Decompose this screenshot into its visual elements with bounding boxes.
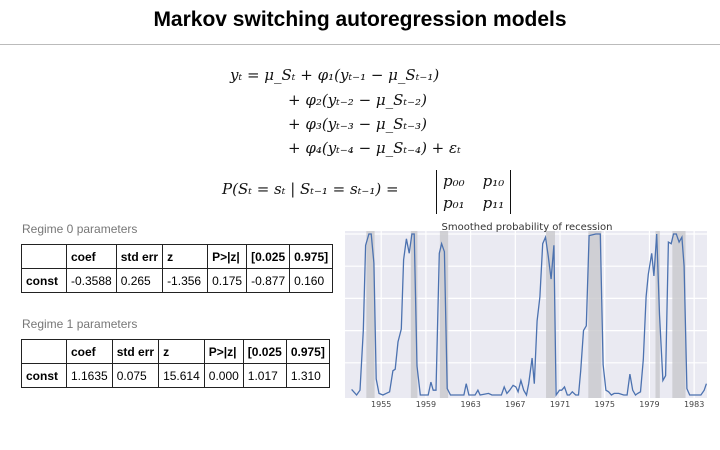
- x-tick-label: 1963: [460, 400, 480, 409]
- header-cell: [21, 339, 67, 364]
- recession-band: [439, 231, 449, 398]
- x-tick-label: 1975: [595, 400, 615, 409]
- recession-band: [366, 231, 375, 398]
- matrix-cell: p₁₁: [482, 194, 505, 212]
- equation-line-3: + φ₃(yₜ₋₃ − μ_Sₜ₋₃): [288, 115, 427, 133]
- header-cell: [0.025: [246, 244, 291, 269]
- equation-line-1: yₜ = μ_Sₜ + φ₁(yₜ₋₁ − μ_Sₜ₋₁): [230, 66, 440, 84]
- x-tick-label: 1983: [684, 400, 704, 409]
- table-row: const -0.3588 0.265 -1.356 0.175 -0.877 …: [21, 268, 334, 293]
- header-cell: [21, 244, 67, 269]
- header-cell: z: [158, 339, 205, 364]
- header-cell: coef: [66, 339, 113, 364]
- header-cell: P>|z|: [207, 244, 248, 269]
- header-cell: coef: [66, 244, 117, 269]
- transition-matrix: p₀₀ p₁₀ p₀₁ p₁₁: [436, 170, 512, 214]
- probability-line: [351, 233, 708, 398]
- cell: 0.000: [203, 363, 244, 388]
- chart-title: Smoothed probability of recession: [442, 222, 613, 233]
- regime-0-table: coef std err z P>|z| [0.025 0.975] const…: [21, 244, 334, 293]
- plot-background: [345, 231, 707, 398]
- x-tick-label: 1979: [639, 400, 659, 409]
- equation-line-2: + φ₂(yₜ₋₂ − μ_Sₜ₋₂): [288, 91, 427, 109]
- recession-band: [546, 231, 556, 398]
- cell: 15.614: [158, 363, 205, 388]
- regime-1-table: coef std err z P>|z| [0.025 0.975] const…: [21, 339, 330, 388]
- title-divider: [0, 44, 720, 45]
- recession-band: [410, 231, 418, 398]
- header-cell: 0.975]: [289, 244, 334, 269]
- matrix-cell: p₀₀: [443, 172, 465, 190]
- header-cell: std err: [111, 339, 160, 364]
- transition-equation: P(Sₜ = sₜ | Sₜ₋₁ = sₜ₋₁) =: [222, 180, 399, 198]
- x-tick-label: 1971: [550, 400, 570, 409]
- header-cell: std err: [115, 244, 164, 269]
- recession-band: [588, 231, 602, 398]
- recession-band: [655, 231, 660, 398]
- x-tick-label: 1959: [416, 400, 436, 409]
- x-tick-label: 1967: [505, 400, 525, 409]
- cell: -0.877: [246, 268, 291, 293]
- cell: 0.075: [111, 363, 160, 388]
- cell: 1.017: [242, 363, 287, 388]
- cell: 0.175: [207, 268, 248, 293]
- header-cell: 0.975]: [285, 339, 330, 364]
- recession-probability-chart: 1955 1959 1963 1967 1971 1975 1979 1983 Smoothed…: [345, 222, 708, 409]
- cell: -0.3588: [66, 268, 117, 293]
- row-label: const: [21, 363, 67, 388]
- cell: 1.1635: [66, 363, 113, 388]
- cell: 0.160: [289, 268, 334, 293]
- regime-0-label: Regime 0 parameters: [22, 222, 138, 236]
- table-row: const 1.1635 0.075 15.614 0.000 1.017 1.…: [21, 363, 330, 388]
- cell: -1.356: [162, 268, 209, 293]
- header-cell: P>|z|: [203, 339, 244, 364]
- x-tick-label: 1955: [371, 400, 391, 409]
- matrix-cell: p₁₀: [482, 172, 505, 190]
- cell: 1.310: [285, 363, 330, 388]
- slide-title: Markov switching autoregression models: [153, 8, 567, 31]
- header-cell: [0.025: [242, 339, 287, 364]
- recession-band: [672, 231, 686, 398]
- regime-1-label: Regime 1 parameters: [22, 317, 138, 331]
- header-cell: z: [162, 244, 209, 269]
- cell: 0.265: [115, 268, 164, 293]
- matrix-cell: p₀₁: [443, 194, 465, 212]
- row-label: const: [21, 268, 67, 293]
- equation-line-4: + φ₄(yₜ₋₄ − μ_Sₜ₋₄) + εₜ: [288, 139, 461, 157]
